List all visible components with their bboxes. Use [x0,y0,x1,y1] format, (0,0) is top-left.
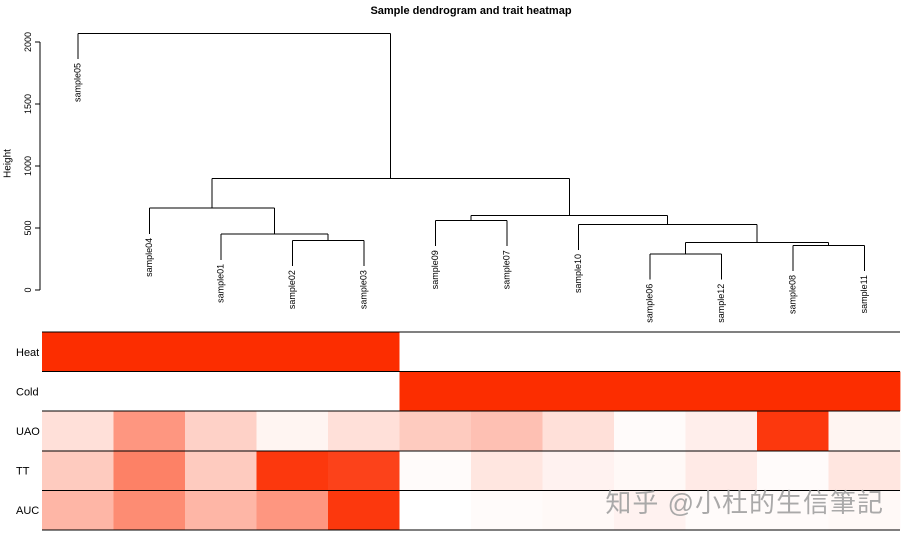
watermark: 知乎 @小杜的生信筆記 [605,488,884,518]
heatmap-cell [614,371,686,412]
heatmap-cell [185,371,257,412]
heatmap-cell [399,332,472,372]
leaf-label: sample10 [573,254,583,293]
heatmap-cell [42,411,114,451]
heatmap-row-label: Heat [16,347,39,359]
leaf-label: sample07 [502,250,512,289]
heatmap-cell [328,490,400,530]
chart-title: Sample dendrogram and trait heatmap [370,5,572,17]
heatmap-cell [328,411,400,451]
heatmap-cell [614,450,686,491]
heatmap-cell [471,332,543,372]
heatmap-cell [828,332,901,372]
heatmap-cell [542,450,615,491]
heatmap-cell [42,332,114,372]
heatmap-cell [757,450,829,491]
heatmap-cell [185,490,257,530]
heatmap-cell [399,411,472,451]
heatmap-cell [471,450,543,491]
heatmap-cell [828,490,901,530]
heatmap-row-label: Cold [16,386,39,398]
heatmap-cell [471,411,543,451]
heatmap-cell [256,332,329,372]
heatmap-cell [542,371,615,412]
heatmap-cell [828,371,901,412]
leaf-label: sample03 [359,270,369,309]
heatmap-cell [328,450,400,491]
heatmap-cell [399,490,472,530]
heatmap-row-label: UAO [16,426,40,438]
heatmap-cell [256,450,329,491]
heatmap-cell [542,490,615,530]
heatmap-cell [113,411,186,451]
leaf-label: sample06 [645,284,655,323]
heatmap-cell [256,490,329,530]
heatmap-cell [185,411,257,451]
heatmap-cell [757,332,829,372]
leaf-label: sample05 [73,63,83,102]
heatmap-cell [757,411,829,451]
heatmap-cell [685,371,758,412]
heatmap-cell [185,450,257,491]
leaf-label: sample12 [716,284,726,323]
heatmap-cell [685,332,758,372]
heatmap-cell [685,490,758,530]
heatmap-cell [685,411,758,451]
heatmap-cell [399,450,472,491]
y-tick-label: 500 [23,220,33,235]
heatmap-cell [113,332,186,372]
leaf-label: sample01 [216,264,226,303]
heatmap-cell [399,371,472,412]
heatmap-row-label: AUC [16,505,39,517]
heatmap-cell [185,332,257,372]
heatmap-cell [256,411,329,451]
heatmap-cell [113,490,186,530]
heatmap-cell [828,411,901,451]
y-tick-label: 0 [23,287,33,292]
heatmap-cell [328,371,400,412]
heatmap-cell [542,411,615,451]
heatmap-cell [42,371,114,412]
y-tick-label: 2000 [23,32,33,52]
heatmap-cell [42,450,114,491]
heatmap-cell [471,371,543,412]
heatmap-cell [328,332,400,372]
heatmap-cell [614,332,686,372]
heatmap-cell [113,371,186,412]
leaf-label: sample04 [144,238,154,277]
y-tick-label: 1000 [23,156,33,176]
heatmap-cell [757,490,829,530]
leaf-label: sample02 [287,270,297,309]
leaf-label: sample09 [430,250,440,289]
heatmap-cell [685,450,758,491]
heatmap-cell [542,332,615,372]
heatmap-cell [256,371,329,412]
heatmap-cell [614,490,686,530]
heatmap-cell [614,411,686,451]
heatmap-cell [828,450,901,491]
leaf-label: sample08 [788,275,798,314]
heatmap-cell [471,490,543,530]
heatmap-cell [757,371,829,412]
y-tick-label: 1500 [23,94,33,114]
heatmap-row-label: TT [16,466,30,478]
leaf-label: sample11 [859,275,869,313]
heatmap-cell [113,450,186,491]
heatmap-cell [42,490,114,530]
